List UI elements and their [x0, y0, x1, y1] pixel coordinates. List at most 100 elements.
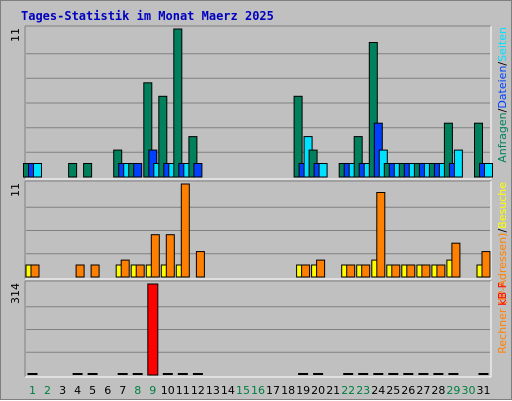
- bar-seiten: [484, 163, 493, 178]
- side-legend-label: kB F: [496, 282, 509, 306]
- x-tick-label: 6: [104, 384, 111, 397]
- bar-kbf: [358, 373, 369, 375]
- bar-kbf: [343, 373, 354, 375]
- bar-kbf: [132, 373, 143, 375]
- x-tick-label: 3: [59, 384, 66, 397]
- x-tick-label: 16: [251, 384, 265, 397]
- bar-seiten: [318, 163, 328, 178]
- bar-kbf: [388, 373, 399, 375]
- y-max-label: 11: [9, 28, 22, 42]
- legend-entry: /: [496, 108, 509, 112]
- bar-anfragen: [293, 95, 303, 178]
- x-tick-label: 29: [446, 384, 460, 397]
- x-tick-label: 7: [119, 384, 126, 397]
- bar-anfragen: [143, 82, 153, 178]
- bar-rechner: [30, 264, 40, 278]
- bar-kbf: [162, 373, 173, 375]
- x-tick-label: 30: [462, 384, 476, 397]
- bar-rechner: [451, 242, 461, 278]
- bar-rechner: [180, 183, 190, 278]
- bar-kbf: [418, 373, 429, 375]
- x-tick-label: 20: [311, 384, 325, 397]
- x-tick-label: 4: [74, 384, 81, 397]
- bar-rechner: [436, 264, 446, 278]
- bar-rechner: [316, 259, 326, 278]
- bar-seiten: [453, 149, 463, 178]
- x-tick-label: 26: [401, 384, 415, 397]
- bar-kbf: [177, 373, 188, 375]
- side-legend-label: Anfragen/Dateien/Seiten: [496, 27, 509, 163]
- bar-anfragen: [353, 136, 363, 178]
- x-tick-label: 19: [296, 384, 310, 397]
- bar-anfragen: [368, 42, 378, 178]
- x-tick-label: 9: [149, 384, 156, 397]
- x-tick-label: 10: [161, 384, 175, 397]
- y-max-label: 314: [9, 283, 22, 304]
- x-tick-label: 17: [266, 384, 280, 397]
- bar-anfragen: [68, 163, 78, 178]
- bar-rechner: [391, 264, 401, 278]
- bar-anfragen: [158, 95, 168, 178]
- bar-kbf: [117, 373, 128, 375]
- bar-rechner: [75, 264, 85, 278]
- x-tick-label: 11: [176, 384, 190, 397]
- bar-rechner: [361, 264, 371, 278]
- bar-rechner: [165, 234, 175, 278]
- legend-entry: Seiten: [496, 27, 509, 62]
- bar-anfragen: [443, 122, 453, 178]
- x-tick-label: 1: [29, 384, 36, 397]
- chart-title: Tages-Statistik im Monat Maerz 2025: [21, 9, 274, 23]
- legend-entry: Dateien: [496, 66, 509, 109]
- bar-kbf: [478, 373, 489, 375]
- bar-rechner: [406, 264, 416, 278]
- x-tick-label: 14: [221, 384, 235, 397]
- bar-dateien: [133, 163, 143, 178]
- bar-rechner: [481, 251, 491, 278]
- bar-rechner: [301, 264, 311, 278]
- x-tick-label: 31: [477, 384, 491, 397]
- y-max-label: 11: [9, 183, 22, 197]
- bar-kbf: [72, 373, 83, 375]
- bar-rechner: [421, 264, 431, 278]
- x-tick-label: 2: [44, 384, 51, 397]
- bar-rechner: [346, 264, 356, 278]
- bar-rechner: [90, 264, 100, 278]
- x-tick-label: 12: [191, 384, 205, 397]
- x-tick-label: 5: [89, 384, 96, 397]
- bar-dateien: [193, 163, 203, 178]
- bar-kbf: [313, 373, 324, 375]
- bar-kbf: [448, 373, 459, 375]
- bar-kbf: [147, 283, 159, 376]
- bar-kbf: [192, 373, 203, 375]
- bar-rechner: [120, 259, 130, 278]
- legend-entry: Anfragen: [496, 112, 509, 162]
- legend-entry: /: [496, 229, 509, 233]
- bar-rechner: [150, 234, 160, 278]
- x-tick-label: 21: [326, 384, 340, 397]
- x-tick-label: 15: [236, 384, 250, 397]
- x-tick-label: 22: [341, 384, 355, 397]
- x-tick-label: 27: [416, 384, 430, 397]
- x-tick-label: 13: [206, 384, 220, 397]
- bar-anfragen: [188, 136, 198, 178]
- side-legend-label: Rechner (IP-Adressen)/Besuche: [496, 182, 509, 354]
- legend-entry: /: [496, 62, 509, 66]
- x-tick-label: 8: [134, 384, 141, 397]
- bar-kbf: [298, 373, 309, 375]
- x-tick-label: 18: [281, 384, 295, 397]
- bar-kbf: [373, 373, 384, 375]
- bar-anfragen: [173, 28, 183, 178]
- bar-kbf: [433, 373, 444, 375]
- bar-kbf: [27, 373, 38, 375]
- x-tick-label: 24: [371, 384, 385, 397]
- bar-kbf: [403, 373, 414, 375]
- x-tick-label: 28: [431, 384, 445, 397]
- legend-entry: kB F: [496, 282, 509, 306]
- bar-rechner: [135, 264, 145, 278]
- x-tick-label: 23: [356, 384, 370, 397]
- bar-anfragen: [83, 163, 93, 178]
- bar-rechner: [195, 251, 205, 278]
- bar-kbf: [87, 373, 98, 375]
